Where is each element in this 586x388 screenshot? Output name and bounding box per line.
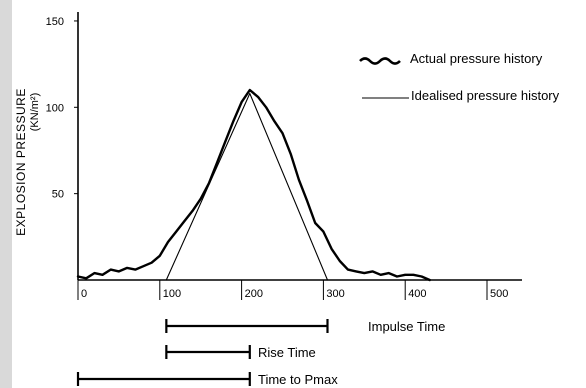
axes: 50 100 150 0 100 200 300 400 500: [46, 12, 522, 300]
actual-pressure-line: [76, 88, 431, 282]
x-tick-label: 200: [245, 288, 263, 300]
legend-wavy-swatch: [359, 57, 401, 65]
y-axis-label: EXPLOSION PRESSURE: [14, 88, 28, 236]
x-tick-label: 100: [163, 288, 181, 300]
legend: Actual pressure history Idealised pressur…: [359, 51, 560, 103]
x-tick-label: 0: [81, 288, 87, 300]
x-tick-label: 300: [326, 288, 344, 300]
x-tick-label: 400: [408, 288, 426, 300]
left-edge-strip: [0, 0, 12, 388]
interval-label: Time to Pmax: [258, 372, 338, 387]
y-tick-label: 150: [46, 16, 64, 28]
x-tick-label: 500: [490, 288, 508, 300]
y-axis-unit: (KN/m²): [29, 93, 41, 132]
interval-label: Rise Time: [258, 345, 316, 360]
idealised-pressure-line: [165, 92, 329, 281]
series-layer: [76, 88, 431, 282]
y-tick-label: 100: [46, 102, 64, 114]
legend-label-actual: Actual pressure history: [410, 51, 543, 66]
legend-label-idealised: Idealised pressure history: [411, 88, 560, 103]
interval-label: Impulse Time: [368, 319, 445, 334]
y-axis-title: EXPLOSION PRESSURE (KN/m²): [14, 88, 41, 236]
interval-bars: Impulse Time Rise Time Time to Pmax: [76, 319, 445, 387]
y-tick-label: 50: [52, 189, 64, 201]
